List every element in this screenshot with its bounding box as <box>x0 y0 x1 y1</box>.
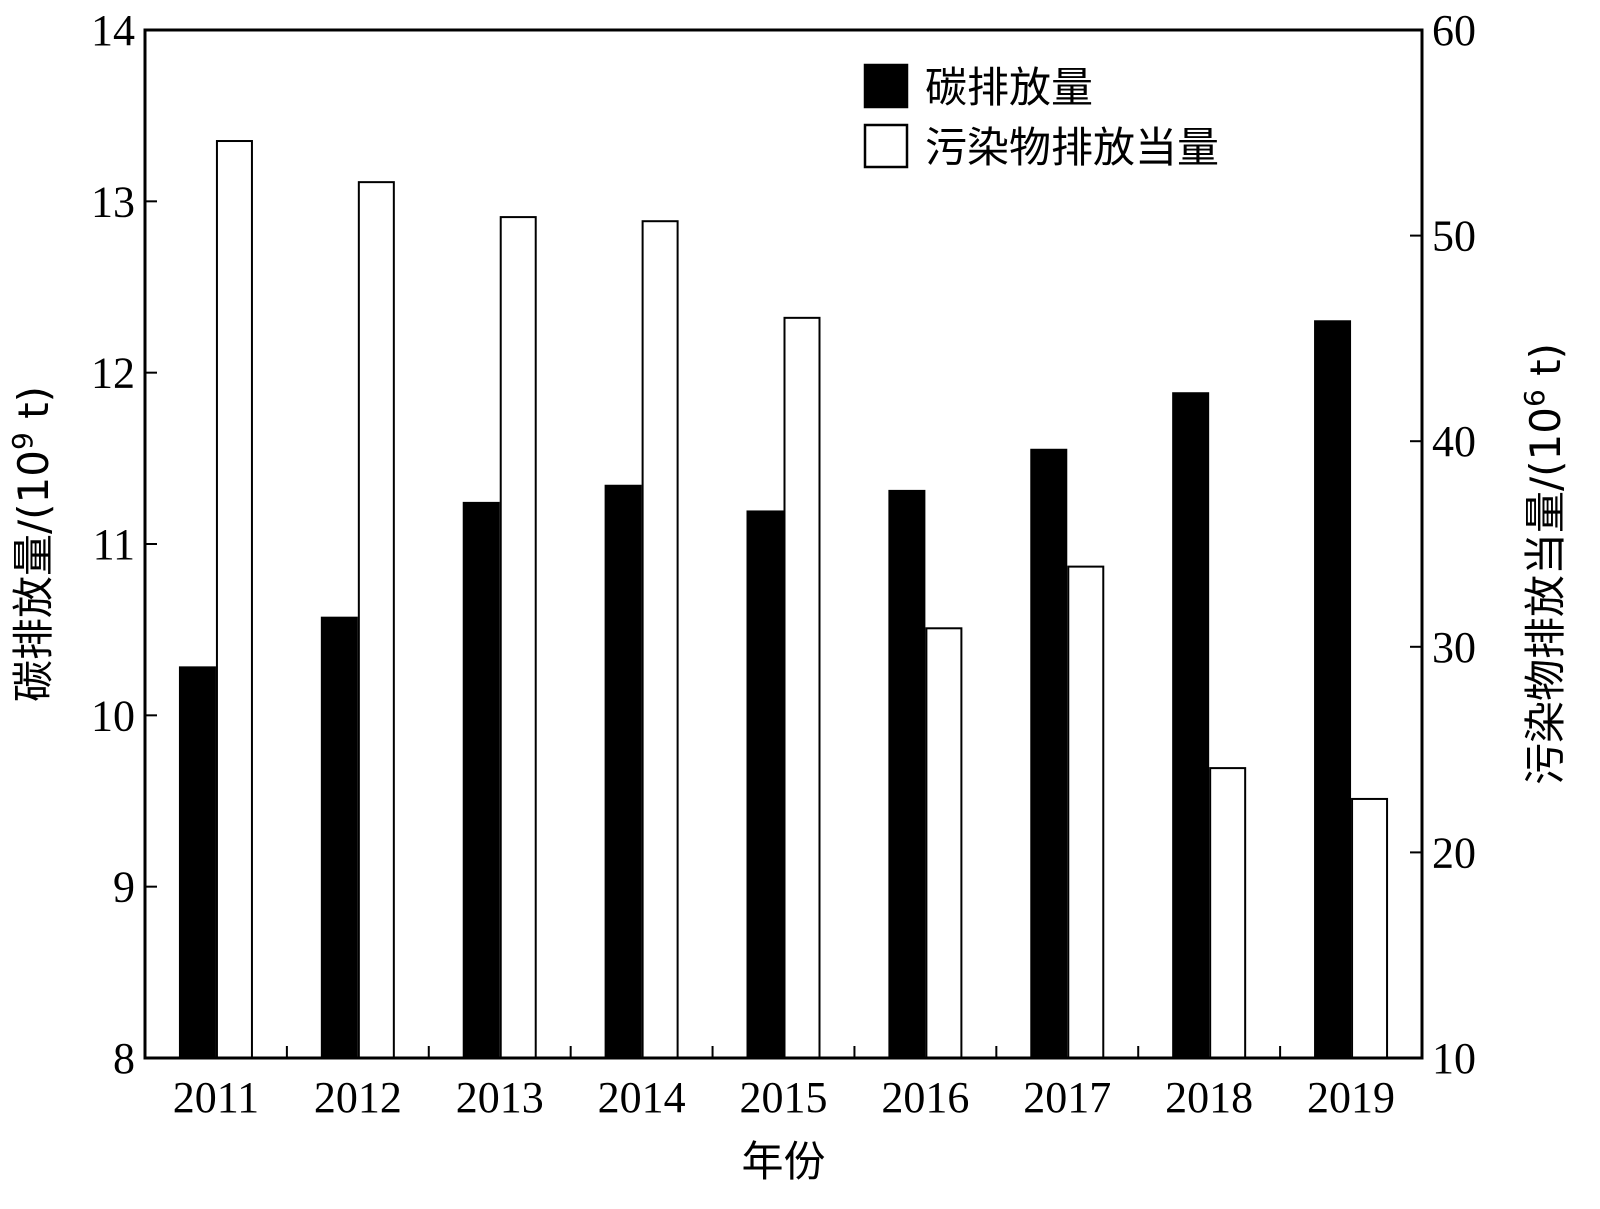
left-tick-label-8: 8 <box>113 1034 135 1083</box>
bar-pollutant-2017 <box>1067 565 1105 1060</box>
x-tick-label-2019: 2019 <box>1307 1073 1395 1122</box>
bar-carbon-2015 <box>746 510 784 1059</box>
left-tick-label-9: 9 <box>113 863 135 912</box>
x-tick-label-2015: 2015 <box>740 1073 828 1122</box>
bar-pollutant-2016 <box>925 627 963 1060</box>
left-axis-title: 碳排放量/(109 t) <box>6 386 59 702</box>
right-tick-label-60: 60 <box>1432 6 1476 55</box>
bar-carbon-2016 <box>888 489 926 1059</box>
x-tick-label-2012: 2012 <box>314 1073 402 1122</box>
left-tick-label-11: 11 <box>93 520 135 569</box>
x-axis-title: 年份 <box>741 1137 825 1186</box>
bars-layer <box>178 140 1389 1060</box>
right-axis-title: 污染物排放当量/(106 t) <box>1518 343 1571 785</box>
bar-pollutant-2018 <box>1209 767 1247 1059</box>
right-tick-label-10: 10 <box>1432 1034 1476 1083</box>
ticks-layer: 2011 2012 2013 2014 2015 2016 2017 2018 20198910… <box>91 6 1476 1122</box>
bar-carbon-2012 <box>320 616 358 1059</box>
x-tick-label-2017: 2017 <box>1023 1073 1111 1122</box>
bar-pollutant-2015 <box>783 316 821 1059</box>
x-tick-label-2016: 2016 <box>881 1073 969 1122</box>
right-axis-title-sup: 6 <box>1518 389 1551 407</box>
left-tick-label-14: 14 <box>91 6 135 55</box>
left-axis-title-main: 碳排放量/(10 <box>9 450 58 702</box>
bar-pollutant-2012 <box>357 181 395 1060</box>
left-tick-label-13: 13 <box>91 177 135 226</box>
left-tick-label-12: 12 <box>91 349 135 398</box>
bar-carbon-2017 <box>1030 448 1068 1059</box>
right-tick-label-50: 50 <box>1432 212 1476 261</box>
bar-carbon-2011 <box>178 666 216 1059</box>
bar-carbon-2018 <box>1172 392 1210 1059</box>
legend-swatch-0 <box>863 63 909 109</box>
x-tick-label-2018: 2018 <box>1165 1073 1253 1122</box>
legend-swatch-1 <box>863 123 909 169</box>
bar-carbon-2019 <box>1314 320 1352 1059</box>
bar-carbon-2014 <box>604 484 642 1060</box>
legend-label-0: 碳排放量 <box>925 63 1093 112</box>
right-tick-label-30: 30 <box>1432 623 1476 672</box>
right-tick-label-40: 40 <box>1432 417 1476 466</box>
bar-pollutant-2013 <box>499 216 537 1059</box>
left-axis-title-tail: t) <box>9 386 58 432</box>
bar-pollutant-2014 <box>641 220 679 1059</box>
left-axis-title-sup: 9 <box>6 432 39 450</box>
left-tick-label-10: 10 <box>91 691 135 740</box>
x-tick-label-2014: 2014 <box>598 1073 686 1122</box>
right-axis-title-tail: t) <box>1521 343 1570 389</box>
bar-pollutant-2011 <box>215 140 253 1060</box>
right-axis-title-main: 污染物排放当量/(10 <box>1521 407 1570 785</box>
legend-label-1: 污染物排放当量 <box>925 123 1219 172</box>
right-tick-label-20: 20 <box>1432 828 1476 877</box>
x-tick-label-2011: 2011 <box>173 1073 259 1122</box>
bar-carbon-2013 <box>462 501 500 1059</box>
bar-pollutant-2019 <box>1351 797 1389 1059</box>
x-tick-label-2013: 2013 <box>456 1073 544 1122</box>
